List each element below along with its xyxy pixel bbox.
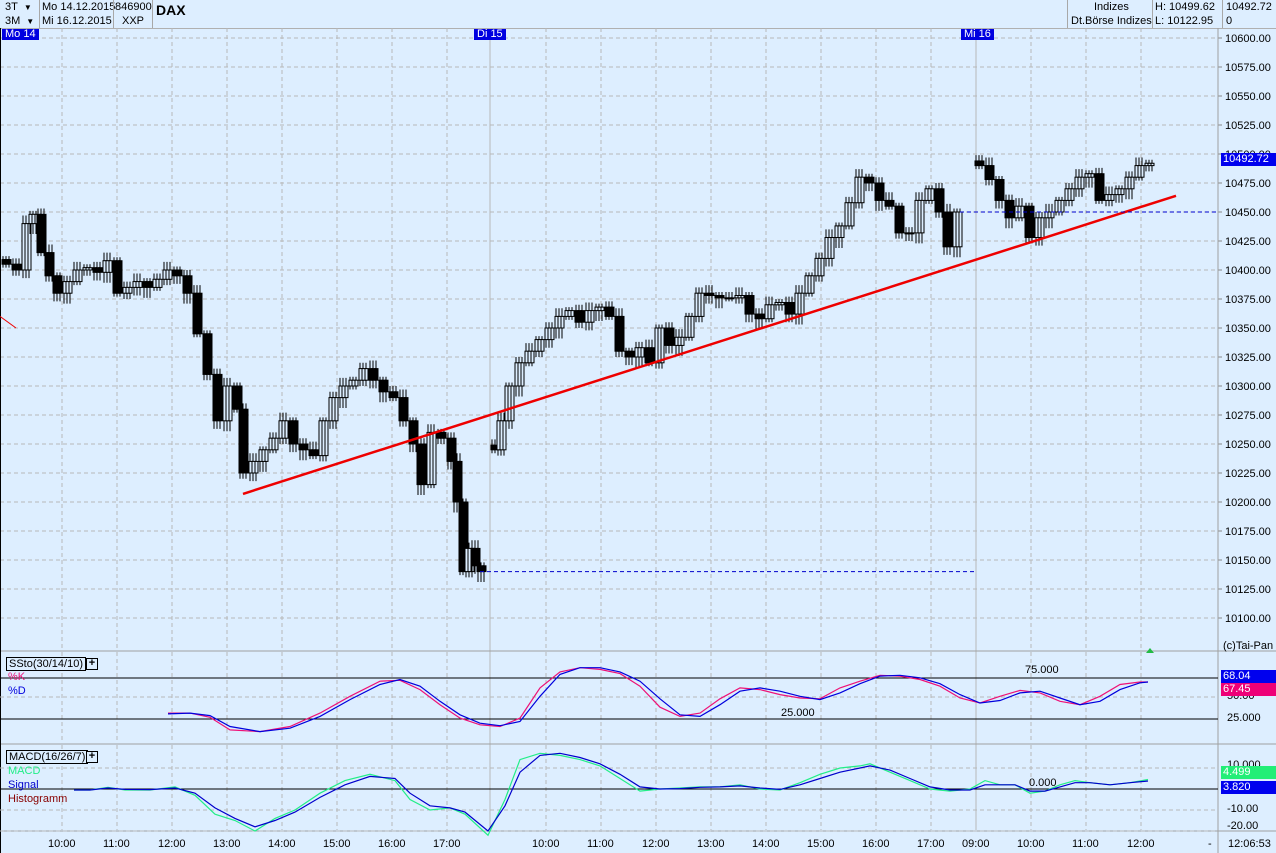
time-label: 10:00 [1017,838,1045,850]
stoch-title[interactable]: SSto(30/14/10) [6,657,86,671]
time-label: 13:00 [213,838,241,850]
macd-tag: 4.499 [1221,766,1276,779]
period-bottom-label: 3M [5,15,21,27]
volume: 0 [1226,15,1233,27]
svg-text:10375.00: 10375.00 [1225,294,1271,306]
date-to[interactable]: Mi 16.12.2015 [42,15,112,27]
svg-text:10400.00: 10400.00 [1225,265,1271,277]
svg-text:10150.00: 10150.00 [1225,555,1271,567]
time-label: 12:00 [1127,838,1155,850]
time-label: 17:00 [433,838,461,850]
stoch-legend-k: %K [8,671,26,683]
svg-text:10425.00: 10425.00 [1225,236,1271,248]
macd-legend-signal: Signal [8,779,39,791]
stoch-level-75: 75.000 [1025,664,1059,676]
time-label: 16:00 [862,838,890,850]
macd-axis-m10: -10.00 [1227,803,1259,815]
svg-text:10525.00: 10525.00 [1225,120,1271,132]
wkn-code: 846900 [115,1,152,13]
date-from[interactable]: Mo 14.12.2015 [42,1,116,13]
stoch-legend-d: %D [8,685,26,697]
chart-header: 3T ▼ 3M ▼ Mo 14.12.2015 Mi 16.12.2015 8469… [0,0,1276,29]
session-low: L: 10122.95 [1155,15,1214,27]
svg-text:10125.00: 10125.00 [1225,584,1271,596]
stoch-k-tag: 67.45 [1221,683,1276,696]
time-label: 11:00 [1072,838,1099,850]
time-label: 13:00 [697,838,725,850]
svg-text:10575.00: 10575.00 [1225,62,1271,74]
clock: 12:06:53 [1228,838,1271,850]
macd-legend-histogram: Histogramm [8,793,68,805]
svg-text:10300.00: 10300.00 [1225,381,1271,393]
macd-axis-m20: -20.00 [1227,820,1259,832]
svg-text:10325.00: 10325.00 [1225,352,1271,364]
svg-text:10200.00: 10200.00 [1225,497,1271,509]
svg-text:10550.00: 10550.00 [1225,91,1271,103]
session-high: H: 10499.62 [1155,1,1215,13]
dropdown-arrow-icon: ▼ [26,17,35,26]
svg-text:10250.00: 10250.00 [1225,439,1271,451]
stoch-d-tag: 68.04 [1221,670,1276,683]
macd-add-icon[interactable]: + [86,751,98,763]
symbol-title: DAX [156,2,186,18]
svg-text:10225.00: 10225.00 [1225,468,1271,480]
time-label: 16:00 [378,838,406,850]
stoch-add-icon[interactable]: + [86,658,98,670]
exchange-code: XXP [122,15,145,27]
svg-text:10600.00: 10600.00 [1225,33,1271,45]
time-label: 12:00 [642,838,670,850]
category-label: Indizes [1094,1,1129,13]
copyright: (c)Tai-Pan [1223,640,1274,652]
signal-tag: 3.820 [1221,781,1276,794]
svg-text:10275.00: 10275.00 [1225,410,1271,422]
time-label: 10:00 [532,838,560,850]
period-top-label: 3T [5,1,18,13]
stoch-axis-25: 25.000 [1227,712,1261,724]
macd-title[interactable]: MACD(16/26/7) [6,750,89,764]
time-label: 10:00 [48,838,76,850]
last-price: 10492.72 [1226,1,1272,13]
stoch-level-25: 25.000 [781,707,815,719]
time-label: 15:00 [323,838,351,850]
period-select-top[interactable]: 3T ▼ [5,1,32,14]
time-axis-dash: - [1208,838,1212,850]
macd-legend-macd: MACD [8,765,41,777]
time-label: 11:00 [587,838,614,850]
time-label: 14:00 [752,838,780,850]
time-label: 12:00 [158,838,186,850]
time-label: 11:00 [103,838,130,850]
time-label: 17:00 [917,838,945,850]
svg-text:10475.00: 10475.00 [1225,178,1271,190]
svg-text:10100.00: 10100.00 [1225,613,1271,625]
day-marker: Mi 16 [961,29,994,40]
time-label: 15:00 [807,838,835,850]
day-marker: Mo 14 [2,29,39,40]
period-select-bottom[interactable]: 3M ▼ [5,15,34,28]
svg-text:10175.00: 10175.00 [1225,526,1271,538]
svg-text:10350.00: 10350.00 [1225,323,1271,335]
svg-text:10450.00: 10450.00 [1225,207,1271,219]
day-marker: Di 15 [474,29,506,40]
current-price-tag: 10492.72 [1221,153,1276,166]
time-label: 09:00 [962,838,990,850]
exchange-label: Dt.Börse Indizes [1071,15,1152,27]
dropdown-arrow-icon: ▼ [23,3,32,12]
macd-zero-label: 0.000 [1029,777,1057,789]
time-label: 14:00 [268,838,296,850]
